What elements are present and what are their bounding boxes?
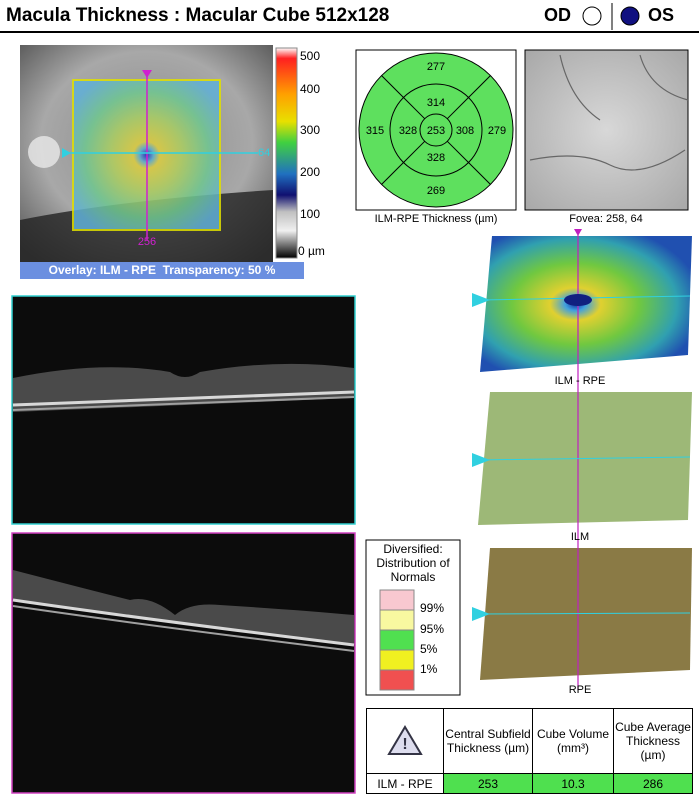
etdrs-divider <box>446 97 469 120</box>
etdrs-value: 315 <box>366 125 384 137</box>
etdrs-caption: ILM-RPE Thickness (µm) <box>375 213 498 225</box>
etdrs-center-ring <box>419 113 453 147</box>
legend-swatch <box>379 649 415 671</box>
legend-title: Diversified: Distribution of Normals <box>376 542 450 584</box>
value-cell: 253 <box>443 773 533 794</box>
marker-x-label: 256 <box>138 236 156 248</box>
optic-disc <box>28 136 60 168</box>
rpe-band <box>12 390 355 407</box>
scale-label: 500 <box>300 49 320 63</box>
fovea-image <box>524 49 689 211</box>
scale-label: 300 <box>300 123 320 137</box>
rpe-band <box>12 598 355 647</box>
report-title: Macula Thickness : Macular Cube 512x128 <box>6 5 389 26</box>
etdrs-divider <box>468 162 491 185</box>
surface-vertical-marker <box>574 229 582 236</box>
row-label: ILM - RPE <box>366 773 444 794</box>
etdrs-divider <box>381 162 404 185</box>
vessels <box>529 54 689 171</box>
etdrs-value: 308 <box>456 125 474 137</box>
marker-y-label: 64 <box>258 147 270 159</box>
etdrs-value: 328 <box>399 125 417 137</box>
legend-entry: 1% <box>420 662 438 676</box>
os-label: OS <box>648 5 674 25</box>
rpe-band <box>12 396 355 411</box>
surface-rpe <box>480 548 692 680</box>
column-header: Central Subfield Thickness (µm) <box>443 708 533 774</box>
etdrs-value: 328 <box>427 152 445 164</box>
color-scale <box>275 47 298 259</box>
scale-label: 0 µm <box>298 244 325 258</box>
legend-swatch <box>379 589 415 611</box>
etdrs-divider <box>446 140 469 163</box>
value-cell: 286 <box>613 773 693 794</box>
column-header: Cube Volume (mm³) <box>532 708 614 774</box>
retina-layer <box>13 570 354 645</box>
etdrs-value: 279 <box>488 125 506 137</box>
legend-swatch <box>379 609 415 631</box>
etdrs-divider <box>468 75 491 98</box>
etdrs-divider <box>381 75 404 98</box>
etdrs-divider <box>403 140 426 163</box>
surface-marker <box>472 293 490 307</box>
surface-label: ILM - RPE <box>555 375 606 387</box>
surface-line <box>477 612 691 615</box>
scale-label: 400 <box>300 82 320 96</box>
surface-marker <box>472 607 490 621</box>
foveal-pit <box>564 294 592 306</box>
vertical-marker <box>142 70 152 78</box>
legend-entry: 5% <box>420 642 438 656</box>
results-table: ! Central Subfield Thickness (µm) Cube V… <box>366 708 693 794</box>
surface-label: RPE <box>569 684 592 696</box>
column-header: Cube Average Thickness (µm) <box>613 708 693 774</box>
etdrs-value: 253 <box>427 125 445 137</box>
surface-marker <box>472 453 490 467</box>
legend-entry: 99% <box>420 601 444 615</box>
etdrs-value: 269 <box>427 185 445 197</box>
etdrs-middle-ring <box>389 83 483 177</box>
value-cell: 10.3 <box>532 773 614 794</box>
legend-swatch <box>379 629 415 651</box>
warning-icon: ! <box>387 724 423 755</box>
etdrs-value: 314 <box>427 97 445 109</box>
os-indicator <box>620 6 640 26</box>
horizontal-marker <box>62 148 71 158</box>
od-indicator <box>582 6 602 26</box>
overlay-caption-bar <box>20 262 304 279</box>
od-label: OD <box>544 5 571 25</box>
surface-line <box>477 456 691 461</box>
scale-label: 100 <box>300 207 320 221</box>
warning-cell: ! <box>366 708 444 774</box>
scale-label: 200 <box>300 165 320 179</box>
svg-text:!: ! <box>402 736 407 753</box>
bscan-vertical <box>11 532 356 794</box>
legend-swatch <box>379 669 415 691</box>
etdrs-divider <box>403 97 426 120</box>
legend-entry: 95% <box>420 622 444 636</box>
rpe-band <box>12 605 355 652</box>
overlay-caption: Overlay: ILM - RPE Transparency: 50 % <box>49 263 276 277</box>
surface-label: ILM <box>571 531 589 543</box>
fovea-caption: Fovea: 258, 64 <box>569 213 642 225</box>
etdrs-value: 277 <box>427 61 445 73</box>
bscan-horizontal <box>11 295 356 525</box>
